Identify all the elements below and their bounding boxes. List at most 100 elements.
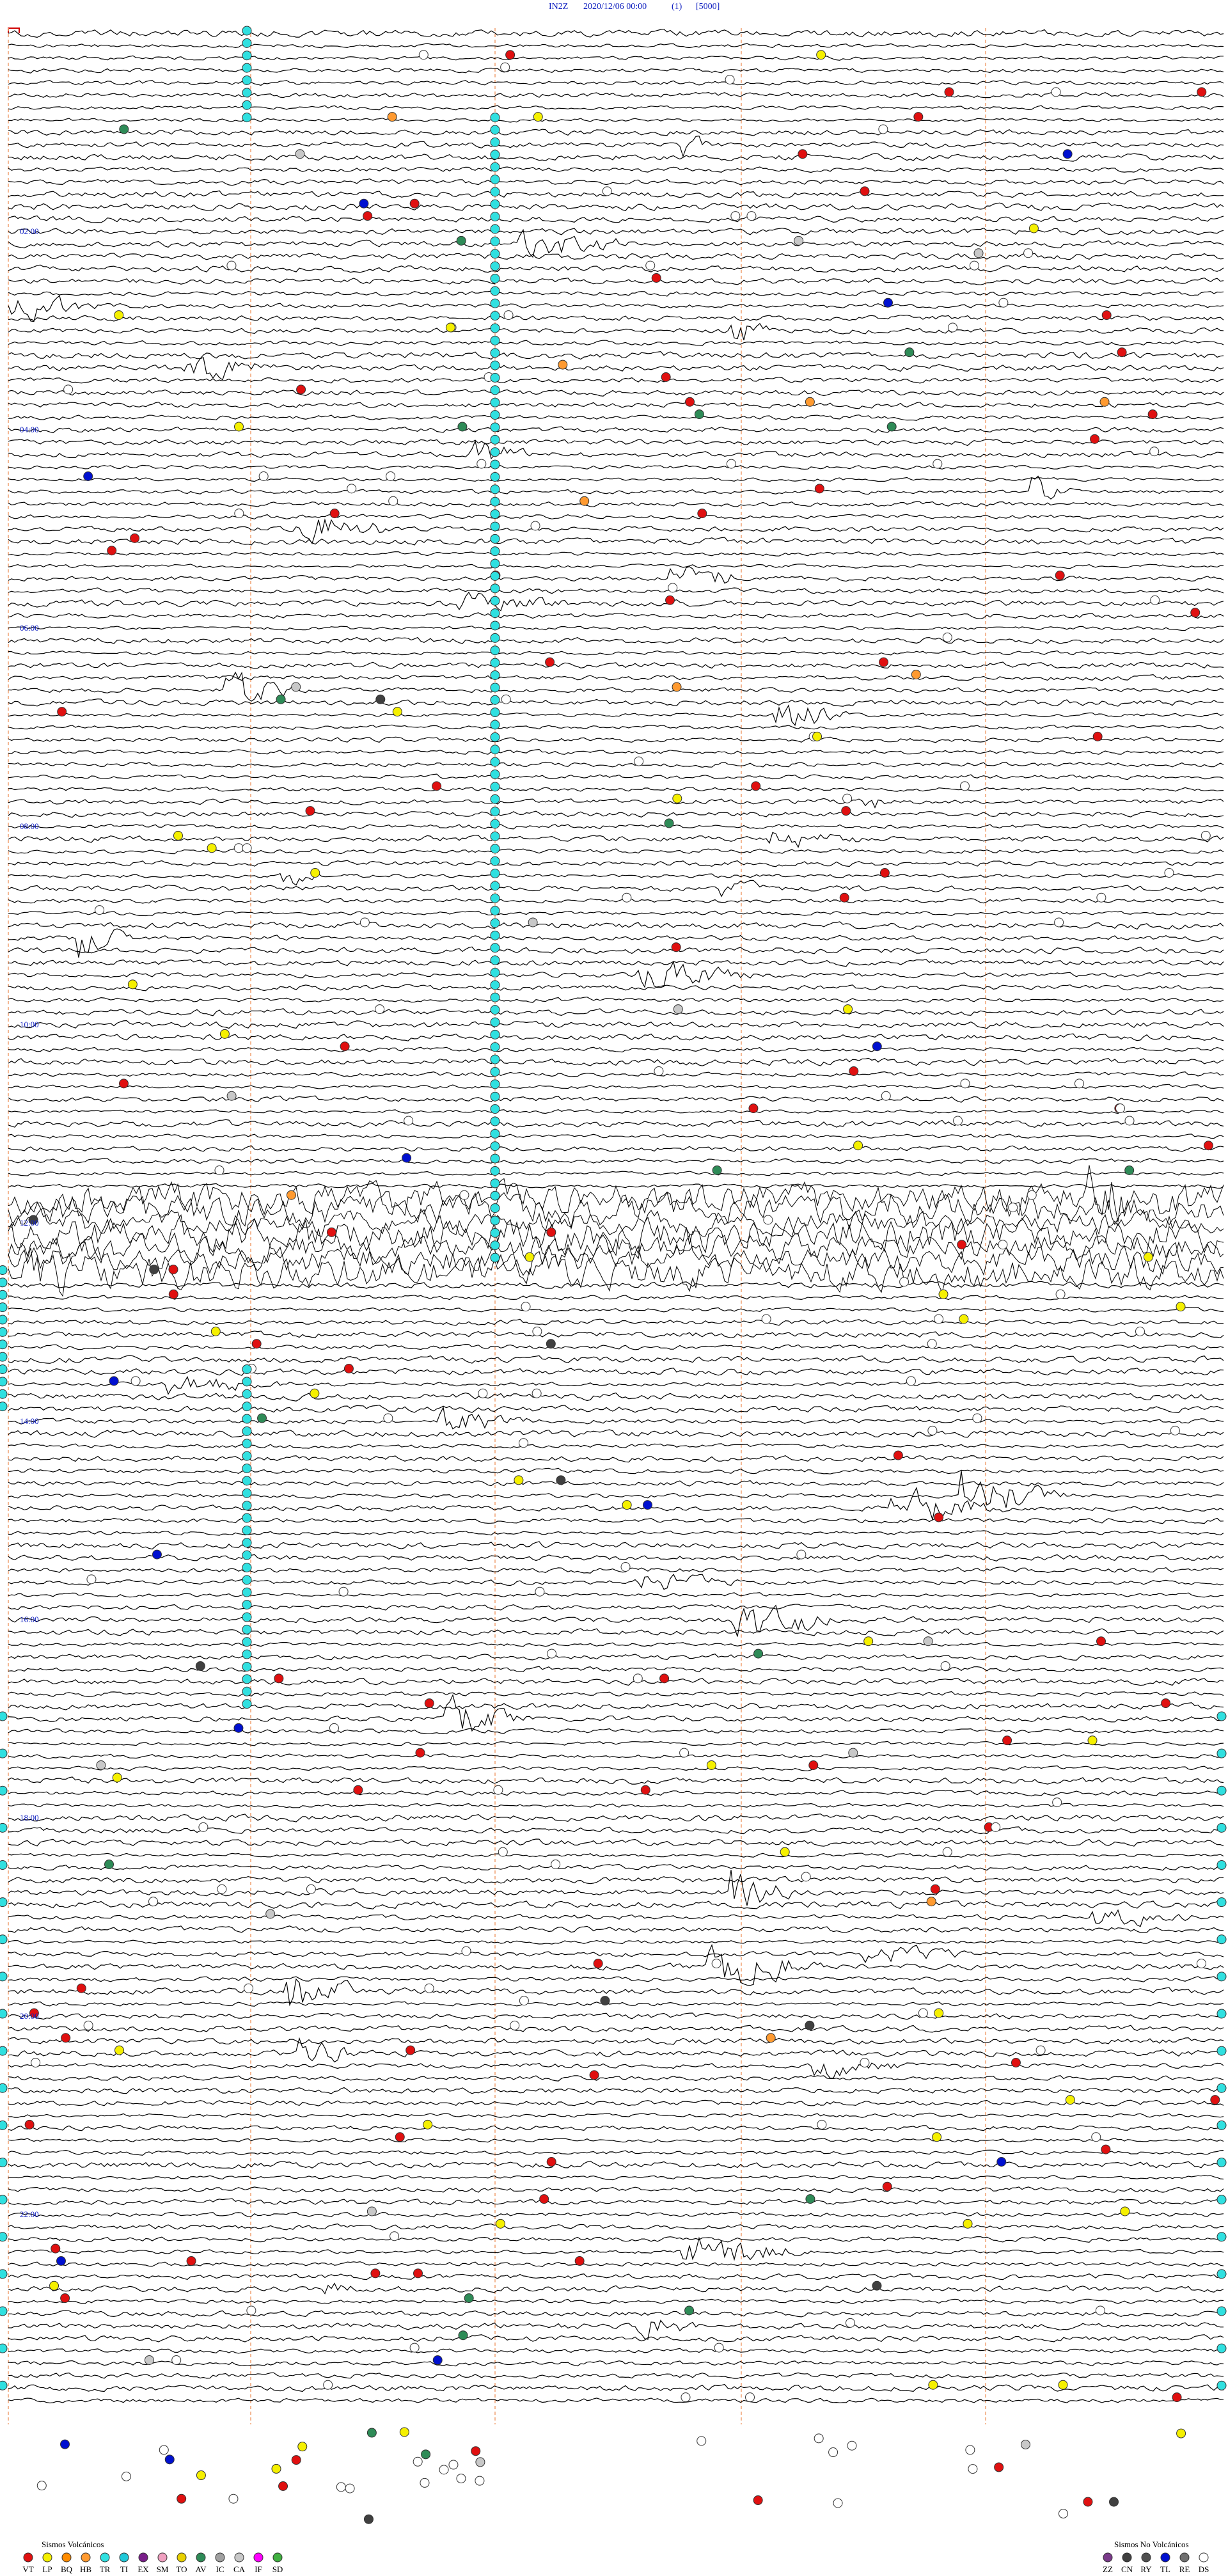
trace — [8, 252, 1224, 260]
legend-swatch — [196, 2552, 206, 2563]
event-marker — [963, 2218, 973, 2229]
event-marker — [49, 2280, 59, 2291]
trace — [8, 860, 1224, 867]
event-marker — [1143, 1252, 1153, 1262]
event-marker — [879, 868, 890, 878]
event-marker — [0, 1822, 8, 1833]
event-marker — [1028, 223, 1039, 233]
event-marker — [490, 212, 500, 222]
event-marker — [546, 2157, 556, 2167]
trace — [8, 928, 1224, 958]
trace — [8, 190, 1224, 199]
event-marker — [296, 384, 306, 395]
event-marker — [343, 1364, 354, 1373]
event-marker — [329, 1723, 339, 1733]
event-marker — [1052, 1798, 1062, 1808]
event-marker — [24, 2119, 35, 2130]
event-marker — [210, 1326, 221, 1336]
event-marker — [685, 397, 695, 407]
event-marker — [448, 2460, 459, 2470]
event-marker — [1176, 1302, 1186, 1312]
event-marker — [622, 1500, 632, 1510]
event-marker — [503, 310, 514, 320]
event-marker — [927, 1339, 937, 1349]
trace — [8, 2087, 1224, 2094]
event-marker — [490, 348, 500, 358]
event-marker — [242, 1637, 252, 1647]
event-marker — [226, 260, 237, 271]
event-marker — [310, 868, 320, 878]
event-marker — [490, 1166, 500, 1176]
event-marker — [872, 1041, 882, 1052]
event-marker — [1124, 1166, 1135, 1175]
trace — [8, 1728, 1224, 1735]
trace — [8, 2149, 1224, 2156]
event-marker — [242, 1501, 252, 1511]
event-marker — [109, 1376, 119, 1386]
event-marker — [0, 1352, 8, 1362]
trace — [8, 650, 1224, 656]
trace — [8, 153, 1224, 162]
event-marker — [490, 335, 500, 345]
trace — [8, 1976, 1224, 1982]
event-marker — [847, 2440, 857, 2451]
trace — [8, 551, 1224, 557]
legend-swatch — [253, 2552, 264, 2563]
event-marker — [801, 1872, 811, 1882]
event-marker — [490, 1203, 500, 1213]
event-marker — [490, 770, 500, 779]
trace — [8, 997, 1224, 1003]
event-marker — [242, 1464, 252, 1473]
legend-swatch — [81, 2552, 91, 2563]
event-marker — [679, 1748, 689, 1758]
event-marker — [530, 521, 540, 531]
event-marker — [490, 546, 500, 557]
legend-swatch — [100, 2552, 110, 2563]
event-marker — [242, 1674, 252, 1684]
trace — [8, 873, 1224, 886]
event-marker — [1101, 310, 1112, 320]
event-marker — [242, 1662, 252, 1671]
event-marker — [306, 1884, 316, 1894]
event-marker — [323, 2380, 333, 2390]
event-marker — [0, 2306, 8, 2316]
trace — [8, 1242, 1224, 1276]
trace — [8, 566, 1224, 584]
trace — [8, 1033, 1224, 1041]
trace — [8, 1367, 1224, 1376]
trace — [8, 1207, 1224, 1237]
event-marker — [196, 2470, 206, 2481]
trace — [8, 439, 1224, 460]
event-marker — [547, 1648, 557, 1659]
event-marker — [882, 2181, 892, 2192]
trace — [8, 910, 1224, 917]
event-marker — [753, 1648, 764, 1659]
event-marker — [957, 1240, 967, 1250]
event-marker — [1055, 571, 1065, 580]
trace — [8, 537, 1224, 546]
event-marker — [490, 459, 500, 470]
event-marker — [490, 732, 500, 742]
event-marker — [860, 2058, 870, 2067]
event-marker — [745, 2392, 755, 2403]
event-marker — [490, 274, 500, 283]
event-marker — [490, 484, 500, 494]
event-marker — [375, 1004, 385, 1015]
event-marker — [386, 471, 396, 481]
trace — [8, 2310, 1224, 2318]
trace — [8, 401, 1224, 409]
trace — [8, 1331, 1224, 1338]
event-marker — [242, 1476, 252, 1486]
trace — [8, 2211, 1224, 2218]
trace — [8, 2282, 1224, 2295]
event-marker — [490, 1116, 500, 1126]
event-marker — [519, 1438, 529, 1448]
event-marker — [746, 211, 757, 221]
legend-title: Sismos Volcánicos — [42, 2540, 104, 2549]
trace — [8, 1406, 1224, 1430]
event-marker — [340, 1041, 350, 1052]
event-marker — [456, 2474, 466, 2484]
event-marker — [714, 2343, 724, 2353]
trace — [8, 277, 1224, 285]
trace — [8, 1943, 1224, 1986]
